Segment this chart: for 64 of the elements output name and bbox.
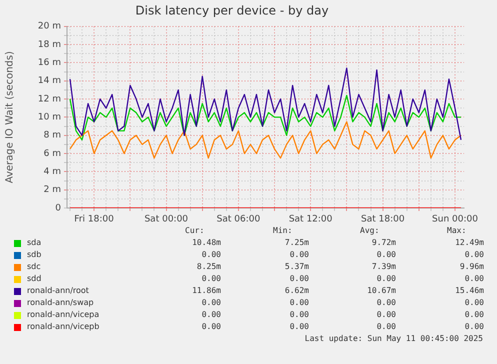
x-tick-label: Sat 12:00 xyxy=(288,214,333,225)
text: 0.00 xyxy=(200,274,221,283)
x-tick-label: Sat 06:00 xyxy=(216,214,260,225)
y-tick-label: 2 m xyxy=(44,185,61,196)
text: Last update: Sun May 11 00:45:00 2025 xyxy=(304,334,483,343)
chart-title: Disk latency per device - by day xyxy=(135,3,329,18)
legend-label: ronald-ann/vicepa xyxy=(27,310,100,319)
legend-label: sda xyxy=(27,238,42,247)
text: 0.00 xyxy=(376,250,396,259)
text: 7.39m xyxy=(370,262,396,271)
y-tick-label: 18 m xyxy=(38,40,61,50)
text: 0.00 xyxy=(464,310,484,319)
y-tick-label: 14 m xyxy=(38,76,61,86)
text: 0.00 xyxy=(376,274,396,283)
y-tick-label: 0 xyxy=(55,203,62,214)
text: Cur: xyxy=(185,226,206,235)
text: 0.00 xyxy=(200,298,221,307)
text: 11.86m xyxy=(191,286,221,295)
text: 0.00 xyxy=(376,322,396,331)
text: Max: xyxy=(447,226,468,235)
text: 0.00 xyxy=(288,310,309,319)
text: Avg: xyxy=(360,226,380,235)
text: 10.67m xyxy=(366,286,396,295)
y-tick-label: 12 m xyxy=(38,94,61,104)
text: 0.00 xyxy=(376,310,396,319)
text: 0.00 xyxy=(464,250,484,259)
y-tick-label: 4 m xyxy=(44,167,61,178)
text: 9.72m xyxy=(370,238,396,247)
x-tick-label: Sun 00:00 xyxy=(432,214,478,225)
legend-label: ronald-ann/root xyxy=(27,286,89,295)
text: 5.37m xyxy=(284,262,309,271)
y-tick-label: 10 m xyxy=(38,112,61,123)
y-tick-label: 16 m xyxy=(38,58,61,68)
legend-label: ronald-ann/vicepb xyxy=(27,322,100,331)
text: 7.25m xyxy=(284,238,309,247)
y-tick-label: 20 m xyxy=(38,22,61,32)
x-tick-label: Fri 18:00 xyxy=(74,214,114,225)
text: 0.00 xyxy=(288,250,309,259)
text: 0.00 xyxy=(464,322,484,331)
text: 10.48m xyxy=(191,238,221,247)
legend-label: ronald-ann/swap xyxy=(27,298,94,307)
text: 0.00 xyxy=(464,298,484,307)
text: 0.00 xyxy=(376,298,396,307)
text: 6.62m xyxy=(284,286,309,295)
y-tick-label: 8 m xyxy=(44,130,61,141)
legend-label: sdd xyxy=(27,274,42,283)
text: 0.00 xyxy=(288,298,309,307)
text: 8.25m xyxy=(196,262,221,271)
text: 0.00 xyxy=(464,274,484,283)
text: 0.00 xyxy=(288,274,309,283)
text: 0.00 xyxy=(288,322,309,331)
y-axis-title: Average IO Wait (seconds) xyxy=(4,51,16,184)
text: 0.00 xyxy=(200,250,221,259)
text: 15.46m xyxy=(454,286,484,295)
y-tick-label: 6 m xyxy=(44,148,61,159)
text: Min: xyxy=(273,226,294,235)
text: 0.00 xyxy=(200,310,221,319)
text: 9.96m xyxy=(458,262,484,271)
x-tick-label: Sat 00:00 xyxy=(144,214,188,225)
x-tick-label: Sat 18:00 xyxy=(361,214,405,225)
legend-label: sdc xyxy=(27,262,41,271)
text: 0.00 xyxy=(200,322,221,331)
text: 12.49m xyxy=(454,238,484,247)
legend-label: sdb xyxy=(27,250,42,259)
